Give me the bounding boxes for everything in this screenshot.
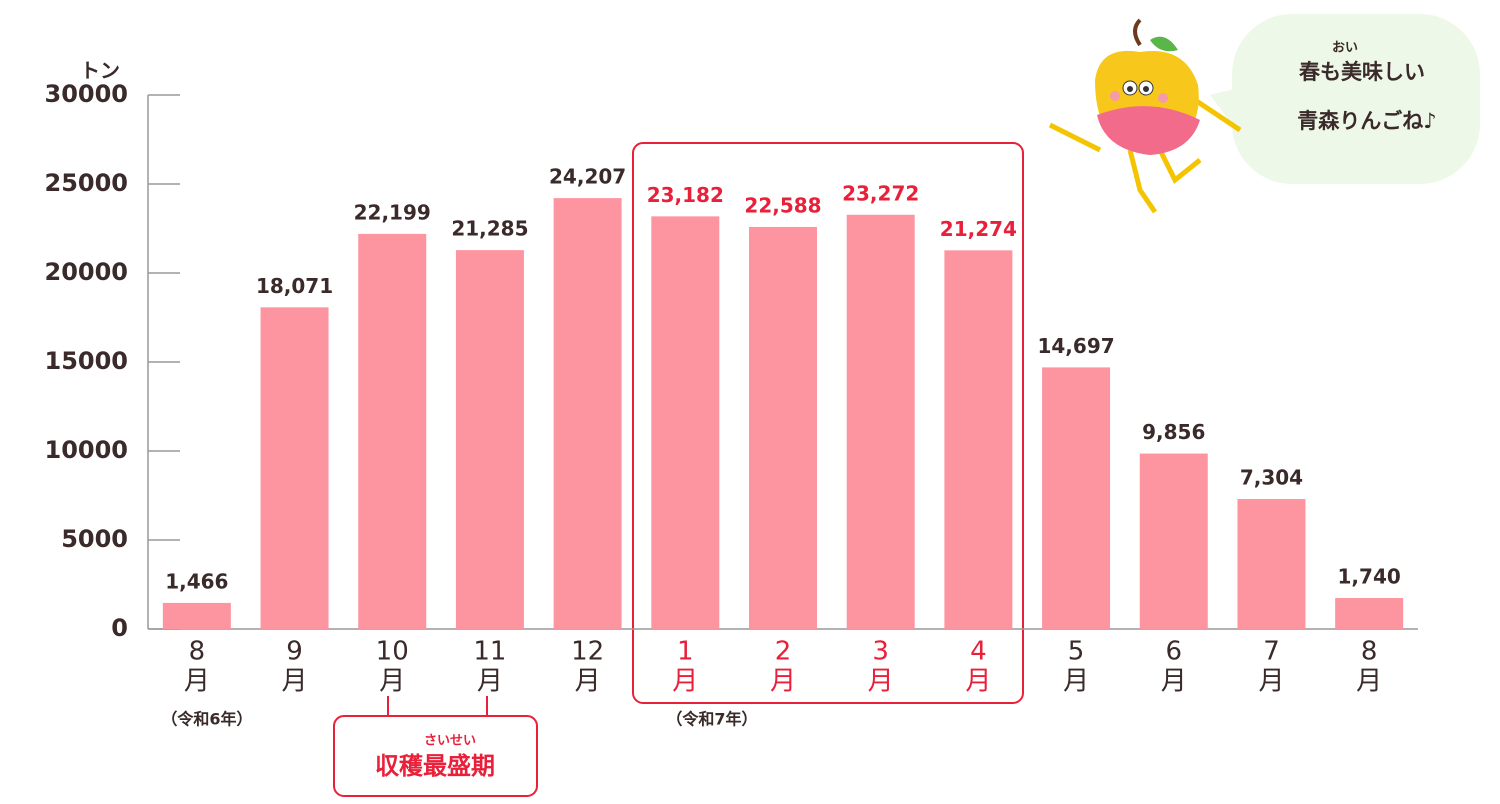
value-label: 21,274 <box>940 217 1017 241</box>
bar <box>1237 498 1306 629</box>
x-tick-label: 月 <box>379 667 405 697</box>
bubble-text: 春も美味しい <box>1299 60 1425 84</box>
x-tick-label: 4 <box>970 637 987 667</box>
y-axis-label: トン <box>80 59 120 83</box>
x-tick-label: 9 <box>286 637 303 667</box>
y-tick-label: 15000 <box>45 347 129 375</box>
bubble-ruby: おい <box>1332 41 1358 56</box>
y-tick-label: 10000 <box>45 436 129 464</box>
bar <box>749 226 817 629</box>
value-label: 23,272 <box>842 181 919 205</box>
bar <box>846 214 915 629</box>
x-tick-label: 11 <box>473 637 506 667</box>
x-tick-label: 7 <box>1263 637 1280 667</box>
x-tick-label: 3 <box>872 637 889 667</box>
bar <box>358 233 427 630</box>
x-tick-label: 月 <box>477 667 503 697</box>
value-label: 7,304 <box>1240 465 1303 489</box>
x-tick-label: 8 <box>189 637 206 667</box>
value-label: 21,285 <box>451 217 528 241</box>
y-tick-label: 30000 <box>45 80 129 108</box>
x-tick-label: 5 <box>1068 637 1085 667</box>
y-tick-label: 0 <box>111 614 128 642</box>
x-tick-label: 月 <box>770 667 796 697</box>
mascot <box>1048 14 1480 214</box>
x-tick-label: 月 <box>672 667 698 697</box>
bar <box>651 216 720 629</box>
bar <box>260 307 329 629</box>
bar <box>1139 453 1208 629</box>
value-label: 23,182 <box>647 183 724 207</box>
y-tick-label: 5000 <box>61 525 128 553</box>
x-tick-label: 月 <box>1161 667 1187 697</box>
x-tick-label: 月 <box>575 667 601 697</box>
bar <box>944 250 1013 629</box>
value-label: 18,071 <box>256 274 333 298</box>
value-label: 22,199 <box>354 200 431 224</box>
y-tick-label: 20000 <box>45 258 129 286</box>
peak-box <box>333 715 538 797</box>
x-tick-label: 1 <box>677 637 694 667</box>
bar <box>1335 598 1404 629</box>
year-label: （令和6年） <box>161 710 252 729</box>
value-label: 9,856 <box>1142 420 1205 444</box>
value-label: 1,466 <box>165 569 228 593</box>
bubble-text: 青森りんごね♪ <box>1297 109 1436 133</box>
x-tick-label: 月 <box>282 667 308 697</box>
x-tick-label: 月 <box>184 667 210 697</box>
x-tick-label: 月 <box>868 667 894 697</box>
value-label: 22,588 <box>744 193 821 217</box>
peak-ruby: さいせい <box>424 734 476 749</box>
year-label: （令和7年） <box>666 710 757 729</box>
bar <box>455 250 524 629</box>
value-label: 14,697 <box>1037 334 1114 358</box>
x-tick-label: 月 <box>1258 667 1284 697</box>
x-tick-label: 10 <box>376 637 409 667</box>
y-tick-label: 25000 <box>45 169 129 197</box>
bar <box>162 602 231 629</box>
x-tick-label: 月 <box>1063 667 1089 697</box>
bar <box>1042 367 1111 629</box>
x-tick-label: 12 <box>571 637 604 667</box>
peak-label: 収穫最盛期 <box>375 752 495 780</box>
x-tick-label: 2 <box>775 637 792 667</box>
x-tick-label: 月 <box>1356 667 1382 697</box>
highlight-box <box>632 142 1024 704</box>
x-tick-label: 6 <box>1165 637 1182 667</box>
x-tick-label: 8 <box>1361 637 1378 667</box>
x-tick-label: 月 <box>965 667 991 697</box>
value-label: 24,207 <box>549 165 626 189</box>
value-label: 1,740 <box>1338 565 1401 589</box>
bar <box>553 198 622 629</box>
